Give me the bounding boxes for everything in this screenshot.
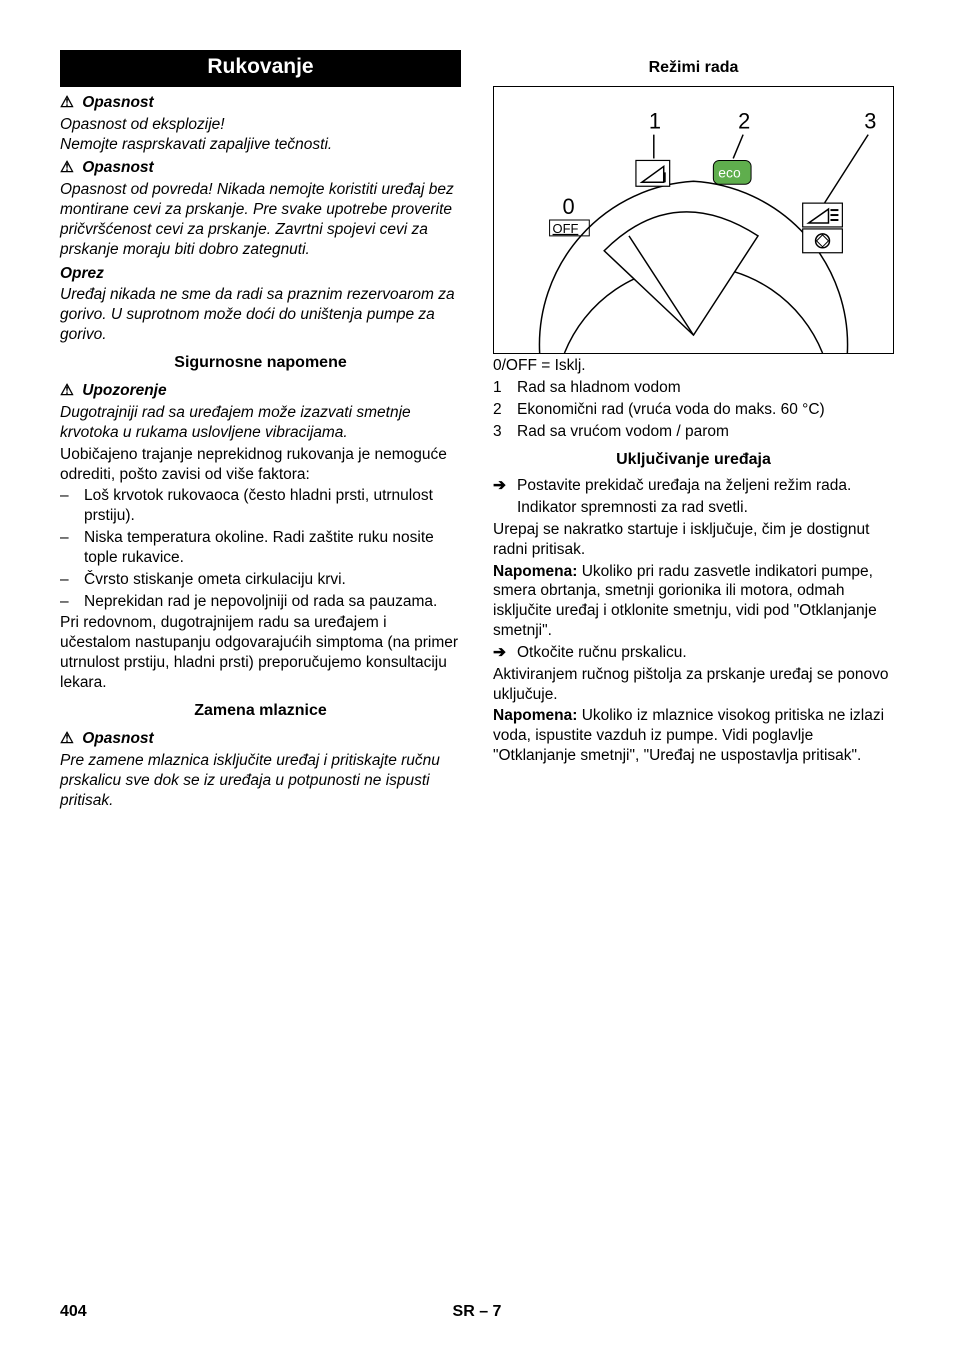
dash-icon: – — [60, 592, 84, 612]
caution-text: Uređaj nikada ne sme da radi sa praznim … — [60, 285, 461, 344]
turnon-note-2: Napomena: Ukoliko iz mlaznice visokog pr… — [493, 706, 894, 765]
dash-icon: – — [60, 570, 84, 590]
turnon-heading: Uključivanje uređaja — [493, 446, 894, 474]
left-column: Rukovanje ⚠ Opasnost Opasnost od eksploz… — [60, 50, 461, 810]
nozzle-heading: Zamena mlaznice — [60, 697, 461, 725]
list-item: –Neprekidan rad je nepovoljniji od rada … — [60, 592, 461, 612]
caution-heading: Oprez — [60, 264, 461, 284]
mode-dial-diagram: 0 OFF 1 2 3 eco — [493, 86, 894, 354]
danger-heading-3: ⚠ Opasnost — [60, 729, 461, 749]
warning-icon: ⚠ — [60, 382, 74, 399]
turnon-subtext: Indikator spremnosti za rad svetli. — [493, 498, 894, 518]
list-item: –Loš krvotok rukovaoca (često hladni prs… — [60, 486, 461, 526]
right-column: Režimi rada 0 OFF 1 2 3 — [493, 50, 894, 810]
mode-list: 1Rad sa hladnom vodom 2Ekonomični rad (v… — [493, 378, 894, 441]
safety-heading: Sigurnosne napomene — [60, 349, 461, 377]
turnon-p1: Urepaj se nakratko startuje i isključuje… — [493, 520, 894, 560]
danger1-line2: Nemojte rasprskavati zapaljive tečnosti. — [60, 135, 461, 155]
safety-list: –Loš krvotok rukovaoca (često hladni prs… — [60, 486, 461, 611]
dial-eco: eco — [718, 165, 741, 181]
page-footer: 404 SR – 7 — [60, 1302, 894, 1322]
danger2-text: Opasnost od povreda! Nikada nemojte kori… — [60, 180, 461, 259]
warning-heading: ⚠ Upozorenje — [60, 381, 461, 401]
turnon-note-1: Napomena: Ukoliko pri radu zasvetle indi… — [493, 562, 894, 641]
dial-num-1: 1 — [649, 109, 661, 134]
list-item: ➔Postavite prekidač uređaja na željeni r… — [493, 476, 894, 496]
list-item: 1Rad sa hladnom vodom — [493, 378, 894, 398]
list-item: –Niska temperatura okoline. Radi zaštite… — [60, 528, 461, 568]
warning-text: Dugotrajniji rad sa uređajem može izazva… — [60, 403, 461, 443]
safety-outro: Pri redovnom, dugotrajnijem radu sa uređ… — [60, 613, 461, 692]
list-item: –Čvrsto stiskanje ometa cirkulaciju krvi… — [60, 570, 461, 590]
modes-heading: Režimi rada — [493, 54, 894, 82]
dash-icon: – — [60, 528, 84, 568]
warning-icon: ⚠ — [60, 94, 74, 111]
list-item: 2Ekonomični rad (vruća voda do maks. 60 … — [493, 400, 894, 420]
off-description: 0/OFF = Isklj. — [493, 356, 894, 376]
dial-off: OFF — [553, 221, 579, 236]
arrow-icon: ➔ — [493, 476, 517, 496]
list-item: 3Rad sa vrućom vodom / parom — [493, 422, 894, 442]
dial-num-2: 2 — [738, 109, 750, 134]
turnon-steps-2: ➔Otkočite ručnu prskalicu. — [493, 643, 894, 663]
dash-icon: – — [60, 486, 84, 526]
danger-heading-1: ⚠ Opasnost — [60, 93, 461, 113]
list-item: ➔Otkočite ručnu prskalicu. — [493, 643, 894, 663]
turnon-steps-1: ➔Postavite prekidač uređaja na željeni r… — [493, 476, 894, 496]
warning-icon: ⚠ — [60, 159, 74, 176]
turnon-p3: Aktiviranjem ručnog pištolja za prskanje… — [493, 665, 894, 705]
page-center-label: SR – 7 — [60, 1302, 894, 1322]
warning-icon: ⚠ — [60, 730, 74, 747]
dial-num-3: 3 — [864, 109, 876, 134]
danger3-text: Pre zamene mlaznica isključite uređaj i … — [60, 751, 461, 810]
safety-intro: Uobičajeno trajanje neprekidnog rukovanj… — [60, 445, 461, 485]
arrow-icon: ➔ — [493, 643, 517, 663]
section-title-rukovanje: Rukovanje — [60, 50, 461, 87]
danger-heading-2: ⚠ Opasnost — [60, 158, 461, 178]
dial-zero: 0 — [562, 195, 574, 220]
danger1-line1: Opasnost od eksplozije! — [60, 115, 461, 135]
